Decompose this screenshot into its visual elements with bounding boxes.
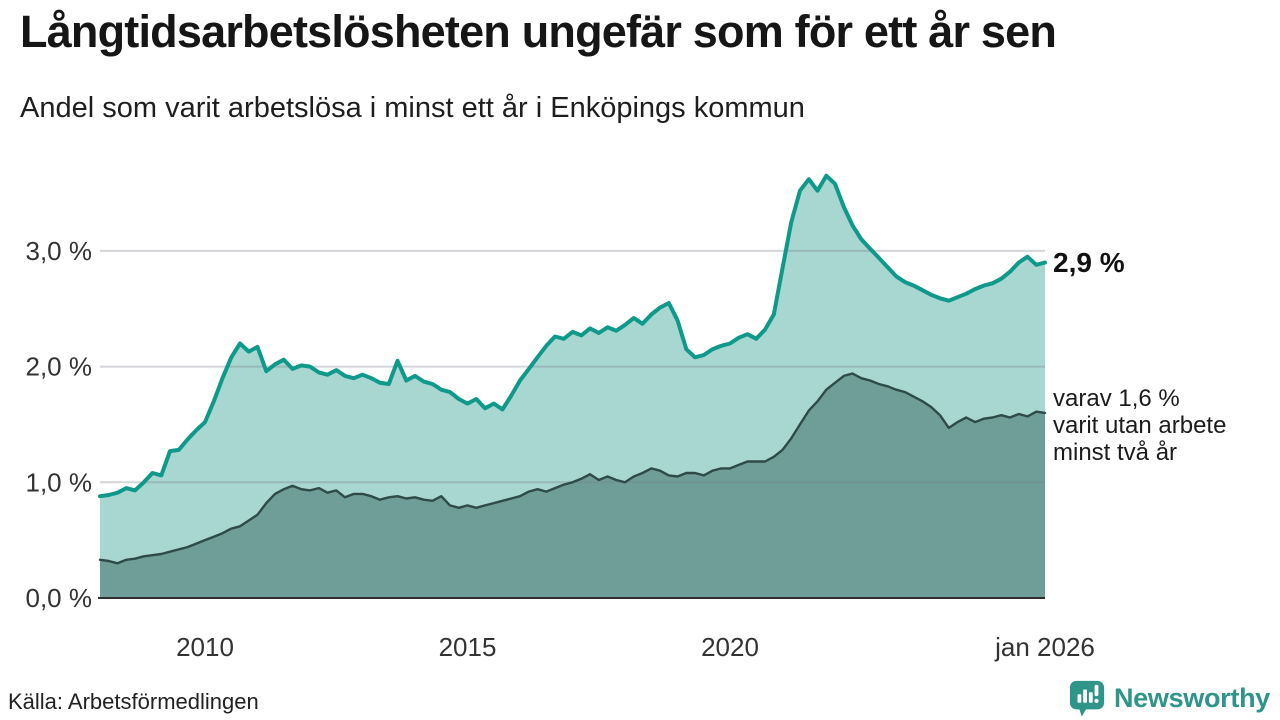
secondary-annotation-line-1: varav 1,6 % xyxy=(1053,385,1180,412)
series-areas xyxy=(100,175,1045,598)
y-axis-labels: 0,0 % 1,0 % 2,0 % 3,0 % xyxy=(26,236,93,613)
series-lines xyxy=(98,173,1047,599)
y-tick-label: 3,0 % xyxy=(26,236,93,266)
chart-subtitle: Andel som varit arbetslösa i minst ett å… xyxy=(20,92,805,124)
x-tick-label: 2020 xyxy=(701,632,759,662)
x-axis-labels: 2010 2015 2020 jan 2026 xyxy=(176,632,1095,662)
series-line-two-years xyxy=(98,372,1047,565)
chart-title: Långtidsarbetslösheten ungefär som för e… xyxy=(20,6,1057,57)
series-line-one-year xyxy=(98,173,1047,499)
latest-value-label: 2,9 % xyxy=(1053,247,1125,278)
secondary-annotation-line-3: minst två år xyxy=(1053,439,1177,466)
source-note: Källa: Arbetsförmedlingen xyxy=(8,689,259,714)
newsworthy-icon xyxy=(1069,680,1105,717)
x-tick-label: 2010 xyxy=(176,632,234,662)
series-area-two-years xyxy=(100,373,1045,598)
y-tick-label: 0,0 % xyxy=(26,583,93,613)
newsworthy-wordmark: Newsworthy xyxy=(1113,682,1270,713)
y-tick-label: 2,0 % xyxy=(26,352,93,382)
x-tick-label: 2015 xyxy=(439,632,497,662)
newsworthy-logo[interactable]: Newsworthy xyxy=(1068,677,1270,719)
y-tick-label: 1,0 % xyxy=(26,467,93,497)
x-tick-label: jan 2026 xyxy=(994,632,1095,662)
unemployment-area-chart: 0,0 % 1,0 % 2,0 % 3,0 % 2010 2015 2020 jan 202… xyxy=(26,173,1226,662)
secondary-annotation-line-2: varit utan arbete xyxy=(1053,412,1226,439)
